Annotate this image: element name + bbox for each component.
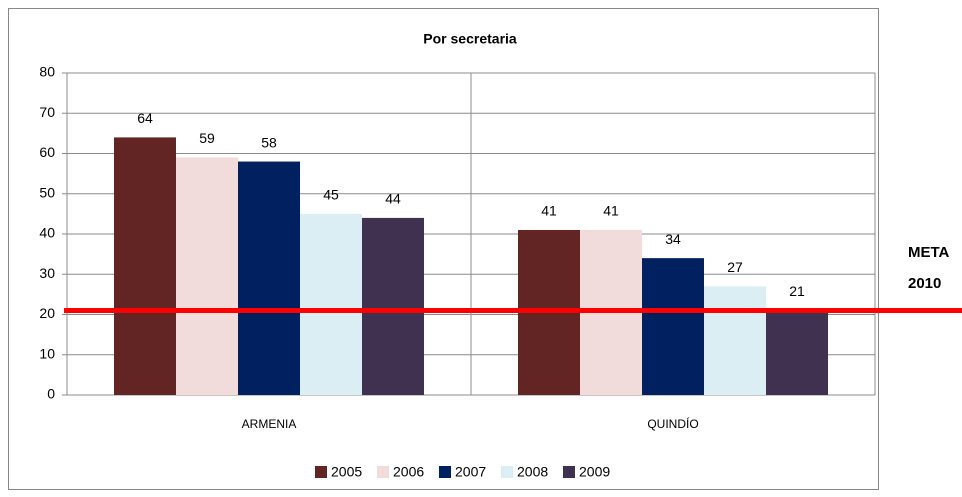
data-label: 45 bbox=[323, 187, 339, 203]
x-tick-label: ARMENIA bbox=[242, 417, 297, 431]
legend-swatch bbox=[501, 466, 513, 478]
data-label: 44 bbox=[385, 191, 401, 207]
bar bbox=[362, 217, 424, 395]
legend-label: 2005 bbox=[331, 464, 362, 480]
y-tick-label: 60 bbox=[39, 144, 55, 160]
bar bbox=[238, 161, 300, 395]
bar bbox=[176, 157, 238, 395]
data-label: 41 bbox=[603, 203, 619, 219]
legend-swatch bbox=[377, 466, 389, 478]
legend-label: 2009 bbox=[579, 464, 610, 480]
legend-label: 2008 bbox=[517, 464, 548, 480]
data-label: 34 bbox=[665, 231, 681, 247]
y-tick-label: 80 bbox=[39, 64, 55, 80]
x-tick-label: QUINDÍO bbox=[647, 416, 698, 431]
y-tick-label: 50 bbox=[39, 184, 55, 200]
bar bbox=[642, 258, 704, 395]
reference-label: 2010 bbox=[908, 275, 941, 292]
bar bbox=[704, 286, 766, 395]
y-tick-label: 40 bbox=[39, 225, 55, 241]
data-label: 58 bbox=[261, 134, 277, 150]
data-label: 59 bbox=[199, 130, 215, 146]
y-tick-label: 30 bbox=[39, 265, 55, 281]
data-label: 21 bbox=[789, 283, 805, 299]
data-label: 64 bbox=[137, 110, 153, 126]
legend-swatch bbox=[563, 466, 575, 478]
legend-swatch bbox=[315, 466, 327, 478]
legend-label: 2007 bbox=[455, 464, 486, 480]
y-tick-label: 70 bbox=[39, 104, 55, 120]
data-label: 27 bbox=[727, 259, 743, 275]
legend-label: 2006 bbox=[393, 464, 424, 480]
bar bbox=[114, 137, 176, 395]
bar bbox=[300, 213, 362, 395]
bar bbox=[766, 310, 828, 395]
legend-swatch bbox=[439, 466, 451, 478]
y-tick-label: 20 bbox=[39, 305, 55, 321]
chart-title: Por secretaria bbox=[423, 31, 517, 47]
data-label: 41 bbox=[541, 203, 557, 219]
y-tick-label: 0 bbox=[47, 386, 55, 402]
y-tick-label: 10 bbox=[39, 345, 55, 361]
reference-label: META bbox=[908, 244, 950, 261]
